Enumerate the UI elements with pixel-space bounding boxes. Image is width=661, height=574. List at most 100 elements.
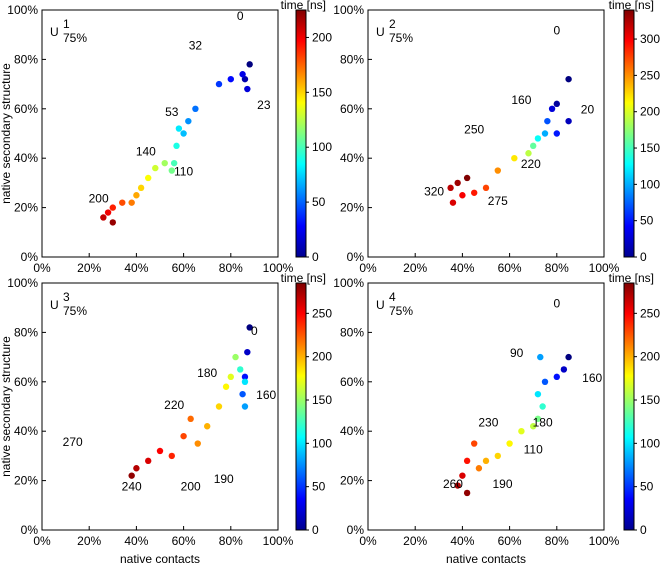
data-point	[454, 482, 461, 489]
x-tick-label: 0%	[33, 261, 51, 275]
x-tick-label: 40%	[450, 261, 474, 275]
data-point	[534, 415, 542, 423]
colorbar	[295, 9, 307, 258]
colorbar-tick-label: 250	[640, 306, 660, 320]
colorbar-tick-label: 150	[640, 393, 660, 407]
x-tick-label: 20%	[403, 534, 427, 548]
x-tick-label: 80%	[219, 261, 243, 275]
data-point	[239, 390, 246, 398]
y-tick-label: 20%	[340, 474, 364, 488]
data-point	[180, 432, 187, 440]
data-point	[204, 423, 211, 430]
data-point	[128, 472, 135, 479]
panel-title-sup: 2	[389, 17, 396, 31]
y-tick-label: 60%	[340, 102, 364, 116]
x-tick-label: 0%	[359, 261, 377, 275]
data-point	[237, 366, 244, 373]
colorbar-tick-label: 50	[312, 195, 326, 209]
time-annotation: 180	[197, 366, 217, 380]
data-point	[471, 440, 478, 447]
colorbar-label: time [ns]	[281, 271, 326, 285]
data-point	[534, 390, 542, 398]
data-point	[192, 105, 199, 113]
time-annotation: 32	[189, 39, 203, 53]
colorbar-tick-label: 0	[312, 250, 319, 264]
y-tick-label: 80%	[340, 52, 364, 66]
y-tick-label: 40%	[14, 151, 38, 165]
data-point	[100, 214, 107, 221]
data-point	[175, 125, 183, 132]
x-tick-label: 80%	[545, 261, 569, 275]
colorbar-tick-label: 100	[312, 140, 332, 154]
time-annotation: 190	[214, 472, 234, 486]
panel-title-sub: 75%	[389, 31, 413, 45]
data-point	[534, 135, 542, 142]
x-tick-label: 20%	[403, 261, 427, 275]
data-point	[459, 192, 466, 199]
time-annotation: 53	[165, 105, 179, 119]
x-tick-label: 20%	[77, 261, 101, 275]
y-tick-label: 80%	[14, 325, 38, 339]
y-axis-label: native secondary structure	[0, 63, 13, 204]
colorbar-tick-label: 250	[312, 306, 332, 320]
time-annotation: 220	[164, 398, 184, 412]
time-annotation: 160	[256, 388, 276, 402]
colorbar-tick-label: 100	[640, 177, 660, 191]
x-tick-label: 100%	[263, 534, 294, 548]
data-point	[241, 75, 249, 83]
colorbar-tick-label: 200	[312, 30, 332, 44]
data-point	[119, 199, 126, 206]
colorbar-tick-label: 250	[640, 68, 660, 82]
data-point	[137, 184, 145, 192]
time-annotation: 200	[181, 479, 201, 493]
axes-frame	[367, 282, 605, 531]
data-point	[152, 164, 159, 172]
time-annotation: 250	[464, 123, 484, 137]
data-point	[506, 440, 513, 447]
colorbar	[623, 282, 635, 531]
time-annotation: 0	[237, 9, 244, 23]
data-point	[454, 179, 461, 187]
x-tick-label: 40%	[124, 534, 148, 548]
data-point	[565, 353, 572, 361]
data-point	[241, 403, 249, 410]
time-annotation: 110	[174, 164, 193, 178]
data-point	[560, 366, 568, 373]
colorbar-tick-label: 0	[312, 523, 319, 537]
data-point	[553, 130, 560, 137]
colorbar-label: time [ns]	[609, 271, 654, 285]
colorbar-tick-label: 150	[312, 85, 332, 99]
colorbar	[295, 282, 307, 531]
x-tick-label: 80%	[545, 534, 569, 548]
data-point	[109, 204, 117, 211]
colorbar-tick-label: 50	[640, 214, 654, 228]
time-annotation: 0	[553, 24, 560, 38]
data-point	[215, 403, 223, 410]
data-point	[565, 75, 572, 83]
data-point	[565, 117, 572, 125]
y-tick-label: 40%	[340, 151, 364, 165]
data-point	[227, 373, 234, 381]
y-axis-label: native secondary structure	[0, 336, 13, 477]
panel-title-sub: 75%	[63, 304, 87, 318]
x-tick-label: 40%	[450, 534, 474, 548]
time-annotation: 160	[582, 371, 602, 385]
data-point	[128, 199, 135, 206]
time-annotation: 190	[493, 477, 513, 491]
y-tick-label: 100%	[7, 276, 38, 290]
data-point	[187, 415, 194, 423]
colorbar-tick-label: 50	[312, 480, 326, 494]
colorbar-tick-label: 200	[312, 350, 332, 364]
x-tick-label: 60%	[498, 261, 522, 275]
x-tick-label: 60%	[172, 261, 196, 275]
data-point	[133, 465, 140, 472]
data-point	[447, 184, 454, 192]
colorbar-tick-label: 0	[640, 523, 647, 537]
colorbar-tick-label: 200	[640, 350, 660, 364]
data-point	[459, 472, 466, 479]
x-tick-label: 100%	[589, 534, 620, 548]
colorbar	[623, 9, 635, 258]
y-tick-label: 60%	[14, 375, 38, 389]
data-point	[530, 423, 537, 430]
